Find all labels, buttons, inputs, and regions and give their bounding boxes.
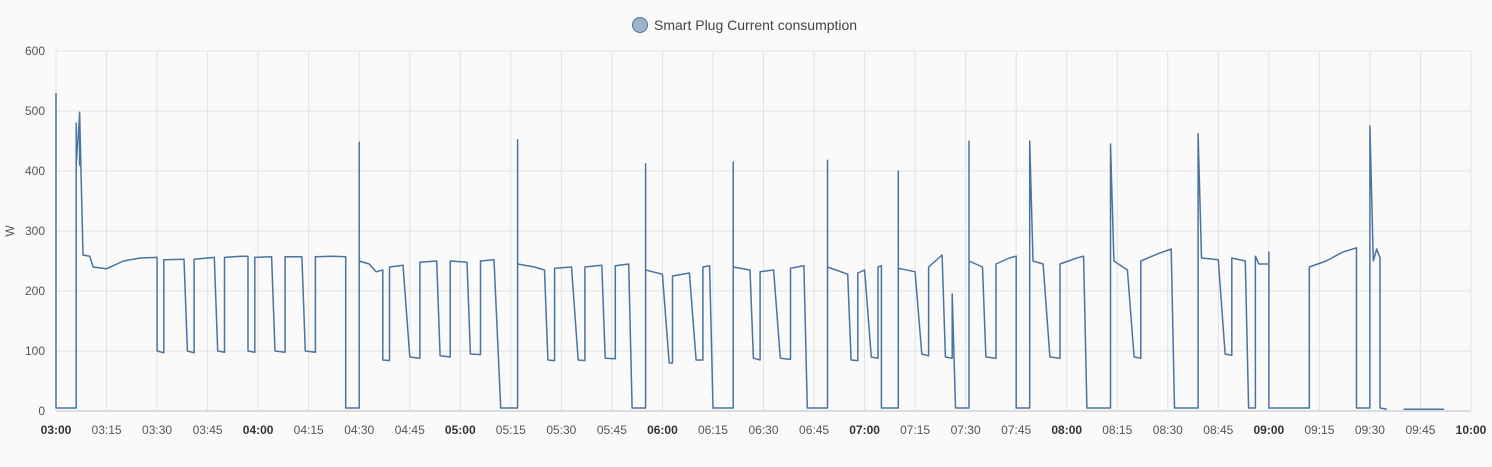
legend[interactable]: Smart Plug Current consumption: [632, 17, 858, 33]
x-tick-label: 03:00: [41, 423, 72, 437]
y-tick-label: 500: [25, 104, 45, 118]
x-tick-label: 08:45: [1203, 423, 1233, 437]
x-tick-label: 09:30: [1355, 423, 1385, 437]
y-tick-label: 200: [25, 284, 45, 298]
x-tick-label: 05:15: [496, 423, 526, 437]
y-tick-labels: 0 100 200 300 400 500 600: [25, 44, 45, 418]
x-tick-label: 07:45: [1001, 423, 1031, 437]
grid-lines: [55, 50, 1472, 412]
x-tick-label: 06:30: [748, 423, 778, 437]
x-tick-label: 06:45: [799, 423, 829, 437]
x-tick-label: 03:30: [142, 423, 172, 437]
x-tick-label: 04:15: [294, 423, 324, 437]
y-tick-label: 0: [38, 404, 45, 418]
x-tick-label: 09:00: [1254, 423, 1285, 437]
x-tick-label: 03:15: [92, 423, 122, 437]
x-tick-label: 10:00: [1456, 423, 1487, 437]
x-tick-label: 06:00: [647, 423, 678, 437]
y-tick-label: 100: [25, 344, 45, 358]
x-tick-label: 09:15: [1304, 423, 1334, 437]
x-tick-label: 07:30: [951, 423, 981, 437]
legend-label[interactable]: Smart Plug Current consumption: [654, 17, 857, 33]
x-tick-label: 08:00: [1051, 423, 1082, 437]
y-tick-label: 400: [25, 164, 45, 178]
series-line: [55, 93, 1387, 410]
legend-marker[interactable]: [632, 17, 648, 33]
y-axis-label: W: [3, 225, 17, 237]
x-tick-label: 08:30: [1153, 423, 1183, 437]
x-tick-label: 05:30: [546, 423, 576, 437]
series-layer: [55, 93, 1444, 410]
x-tick-label: 05:00: [445, 423, 476, 437]
x-tick-labels: 03:00 03:15 03:30 03:45 04:00 04:15 04:30 04:45…: [41, 423, 1487, 437]
x-tick-label: 03:45: [193, 423, 223, 437]
x-tick-label: 04:00: [243, 423, 274, 437]
y-tick-label: 300: [25, 224, 45, 238]
x-tick-label: 04:45: [395, 423, 425, 437]
x-tick-label: 07:15: [900, 423, 930, 437]
x-tick-label: 08:15: [1102, 423, 1132, 437]
x-tick-label: 05:45: [597, 423, 627, 437]
x-tick-label: 07:00: [849, 423, 880, 437]
x-tick-label: 06:15: [698, 423, 728, 437]
y-tick-label: 600: [25, 44, 45, 58]
x-tick-label: 09:45: [1405, 423, 1435, 437]
x-tick-label: 04:30: [344, 423, 374, 437]
